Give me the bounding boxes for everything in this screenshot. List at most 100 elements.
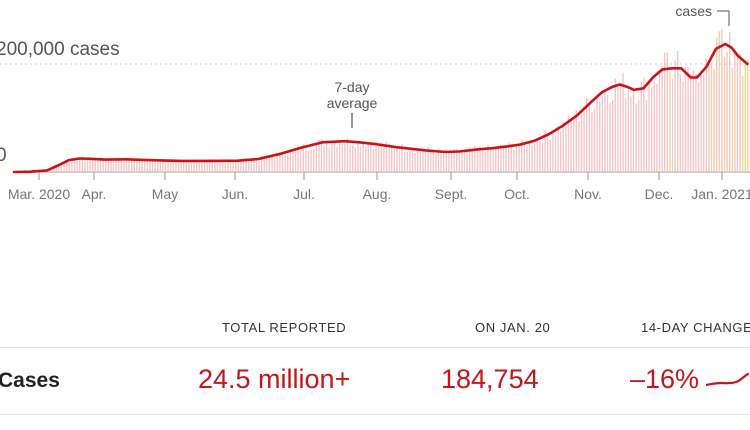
daily-case-bar xyxy=(479,146,481,172)
daily-case-bar xyxy=(354,147,356,172)
daily-case-bar xyxy=(352,145,354,172)
daily-case-bar xyxy=(315,143,317,172)
daily-case-bar xyxy=(523,142,525,172)
daily-case-bar xyxy=(593,108,596,172)
daily-case-bar xyxy=(684,67,687,172)
daily-case-bar xyxy=(666,52,668,172)
daily-case-bar xyxy=(206,159,208,172)
daily-case-bar xyxy=(736,53,739,172)
daily-case-bar xyxy=(409,151,411,172)
daily-case-bar xyxy=(258,160,260,172)
daily-case-bar xyxy=(172,161,174,172)
daily-case-bar xyxy=(232,161,234,172)
daily-case-bar xyxy=(606,94,609,172)
daily-case-bar xyxy=(591,112,593,172)
daily-case-bar xyxy=(94,160,96,172)
daily-case-bar xyxy=(443,151,445,172)
daily-case-bar xyxy=(549,140,551,172)
daily-case-bar xyxy=(53,168,55,172)
daily-case-bar xyxy=(586,97,588,172)
daily-case-bar xyxy=(60,164,63,172)
daily-case-bar xyxy=(346,138,349,172)
daily-case-bar xyxy=(513,149,515,172)
daily-case-bar xyxy=(58,166,60,172)
daily-case-bar xyxy=(671,79,674,172)
daily-case-bar xyxy=(463,149,466,172)
daily-case-bar xyxy=(710,63,713,173)
daily-case-bar xyxy=(461,151,463,172)
daily-case-bar xyxy=(448,150,450,172)
daily-case-bar xyxy=(242,161,245,172)
daily-case-bar xyxy=(357,140,359,172)
daily-case-bar xyxy=(661,65,663,172)
daily-case-bar xyxy=(643,77,645,172)
daily-case-bar xyxy=(417,148,419,172)
daily-case-bar xyxy=(344,143,346,172)
daily-case-bar xyxy=(658,72,661,172)
daily-case-bar xyxy=(565,127,567,172)
table-divider-bottom xyxy=(0,414,750,415)
fourteen-day-change-value: –16% xyxy=(630,364,700,394)
daily-case-bar xyxy=(578,121,580,172)
daily-case-bar xyxy=(692,70,694,172)
daily-case-bar xyxy=(141,160,143,172)
daily-case-bar xyxy=(567,114,570,172)
daily-case-bar xyxy=(297,145,299,172)
daily-case-bar xyxy=(682,81,684,172)
daily-case-bar xyxy=(209,159,211,172)
daily-case-bar xyxy=(456,148,458,172)
daily-case-bar xyxy=(266,155,268,172)
row-label-cases: Cases xyxy=(0,369,60,392)
daily-case-bar xyxy=(237,159,239,172)
daily-case-bar xyxy=(695,73,697,172)
daily-case-bar xyxy=(687,67,689,172)
daily-case-bar xyxy=(518,145,520,172)
daily-case-bar xyxy=(450,152,453,172)
x-tick-label: May xyxy=(152,186,178,202)
daily-case-bar xyxy=(157,162,159,172)
daily-case-bar xyxy=(648,81,650,172)
daily-case-bar xyxy=(289,149,291,172)
daily-case-bar xyxy=(138,159,141,172)
daily-case-bar xyxy=(713,68,715,172)
daily-case-bar xyxy=(723,56,726,172)
daily-case-bar xyxy=(469,147,471,172)
daily-case-bar xyxy=(718,31,720,173)
x-tick-label: Oct. xyxy=(504,186,530,202)
daily-case-bar xyxy=(268,156,271,172)
daily-case-bar xyxy=(170,158,172,172)
daily-case-bar xyxy=(320,139,323,172)
daily-case-bar xyxy=(437,148,440,172)
daily-case-bar xyxy=(99,157,102,172)
daily-case-bar xyxy=(281,154,284,172)
daily-case-bar xyxy=(614,78,616,172)
daily-case-bar xyxy=(528,140,531,172)
daily-case-bar xyxy=(378,145,380,172)
daily-case-bar xyxy=(302,144,304,172)
daily-case-bar xyxy=(81,156,83,172)
daily-case-bar xyxy=(445,149,447,172)
daily-case-bar xyxy=(625,98,627,172)
jan-20-value: 184,754 xyxy=(441,364,539,394)
x-tick-label: Mar. 2020 xyxy=(8,186,70,202)
daily-case-bar xyxy=(554,135,557,172)
trend-sparkline xyxy=(706,372,750,387)
x-tick-label: Sept. xyxy=(435,186,468,202)
daily-case-bar xyxy=(435,154,437,172)
daily-case-bar xyxy=(398,151,401,172)
daily-case-bar xyxy=(495,148,497,172)
daily-case-bar xyxy=(201,161,203,172)
daily-case-bar xyxy=(185,161,187,172)
daily-case-bar xyxy=(734,51,736,172)
daily-case-bar xyxy=(619,82,622,172)
daily-case-bar xyxy=(318,140,320,172)
daily-case-bar xyxy=(440,150,442,172)
daily-case-bar xyxy=(645,100,648,172)
daily-case-bar xyxy=(492,146,494,172)
daily-case-bar xyxy=(133,159,135,172)
daily-case-bar xyxy=(721,28,723,172)
daily-case-bar xyxy=(627,89,629,172)
daily-case-bar xyxy=(84,160,86,172)
daily-case-bar xyxy=(276,152,278,172)
daily-case-bar xyxy=(562,121,564,172)
